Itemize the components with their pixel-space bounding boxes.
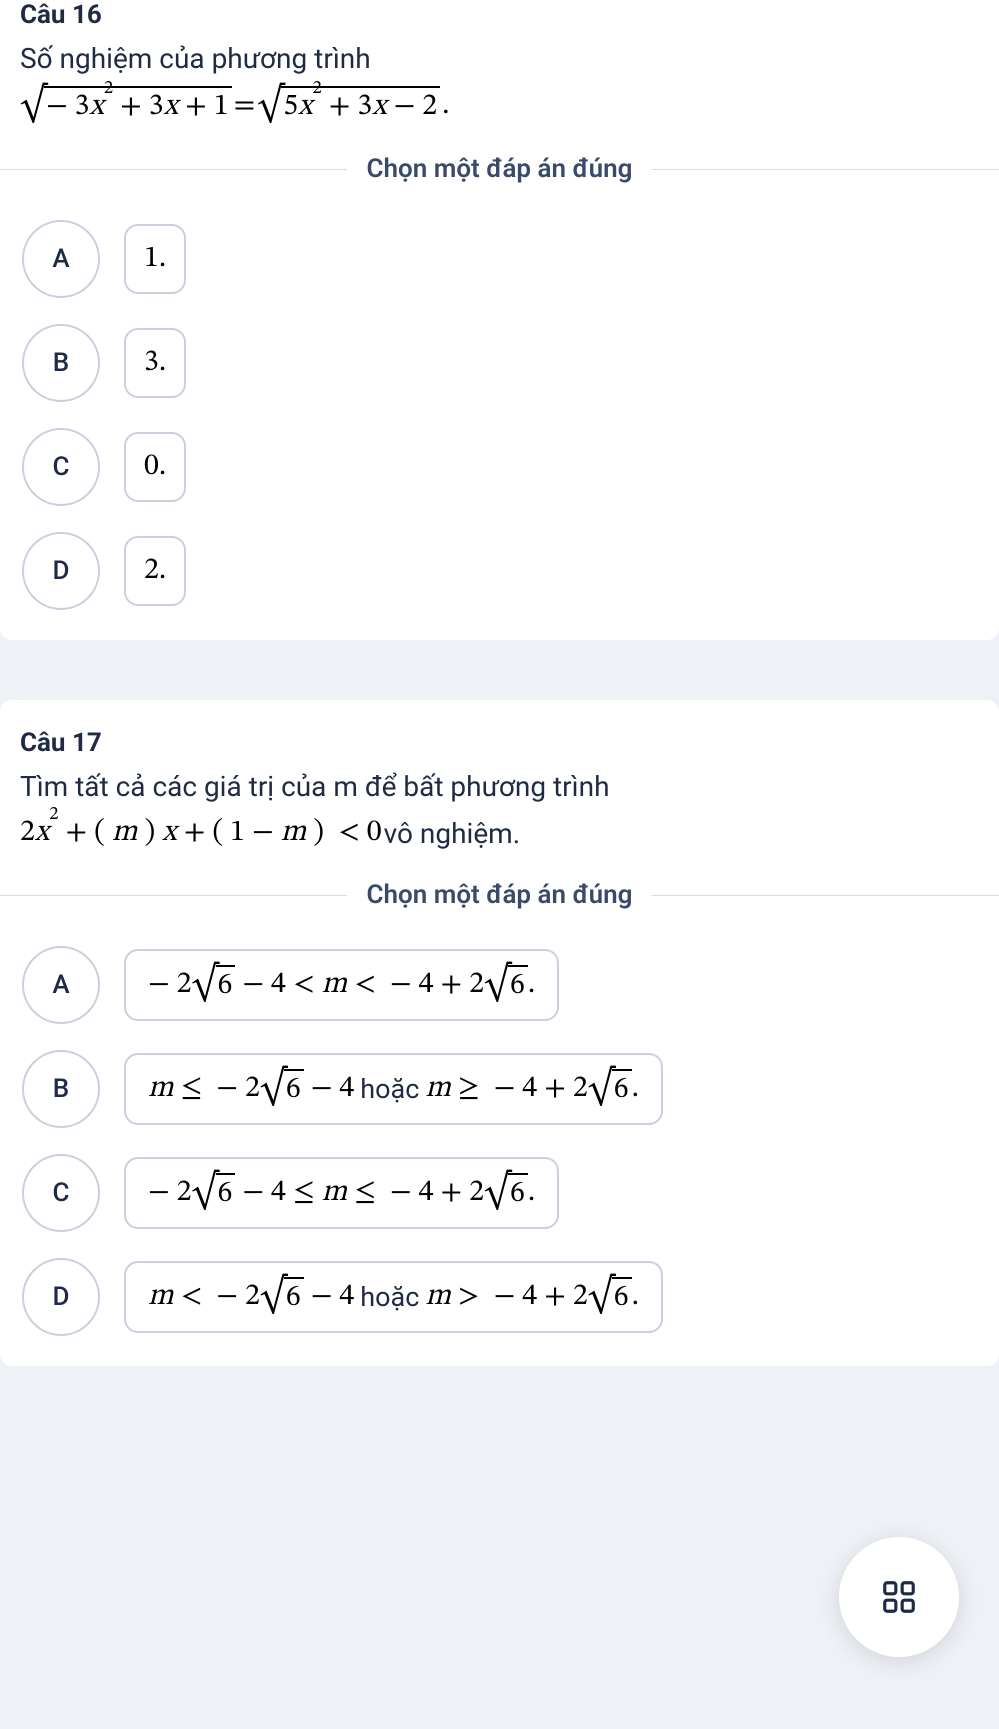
opt-mid2: m ≥ − 4 + 2 <box>425 1070 587 1108</box>
opt-mid2: m > − 4 + 2 <box>425 1278 587 1316</box>
sqrt: √6 <box>192 965 236 1005</box>
opt-post: . <box>528 1174 535 1212</box>
opt-pre: m ≤ − 2 <box>148 1070 260 1108</box>
option-letter: B <box>22 324 100 402</box>
radical-icon: √ <box>588 1072 615 1112</box>
hoac-word: hoặc <box>354 1281 425 1313</box>
option-letter: D <box>22 532 100 610</box>
opt-pre: − 2 <box>148 1174 192 1212</box>
divider-label: Chọn một đáp án đúng <box>347 154 653 184</box>
opt-pre: − 2 <box>148 966 192 1004</box>
option-value: 2. <box>124 536 186 606</box>
options-list: A − 2 √6 − 4 < m < − 4 + 2 √6 . B m ≤ − … <box>20 946 979 1336</box>
radical-icon: √ <box>260 1280 287 1320</box>
radical-icon: √ <box>257 89 284 129</box>
opt-mid: − 4 < m < − 4 + 2 <box>235 966 484 1004</box>
option-letter: D <box>22 1258 100 1336</box>
option-c[interactable]: C 0. <box>22 428 979 506</box>
radical-icon: √ <box>484 1176 511 1216</box>
radicand-lhs: − 3x2 + 3x + 1 <box>44 86 232 126</box>
option-c[interactable]: C − 2 √6 − 4 ≤ m ≤ − 4 + 2 √6 . <box>22 1154 979 1232</box>
option-value: 1. <box>124 224 186 294</box>
options-list: A 1. B 3. C 0. D 2. <box>20 220 979 610</box>
option-a[interactable]: A − 2 √6 − 4 < m < − 4 + 2 √6 . <box>22 946 979 1024</box>
option-value: 3. <box>124 328 186 398</box>
opt-post: . <box>528 966 535 1004</box>
radical-icon: √ <box>192 968 219 1008</box>
sqrt: √6 <box>192 1173 236 1213</box>
divider-label: Chọn một đáp án đúng <box>347 880 653 910</box>
option-letter: A <box>22 220 100 298</box>
divider-line <box>652 169 999 170</box>
hoac-word: hoặc <box>354 1073 425 1105</box>
equation-body: 2x2 + ( m ) x + ( 1 − m ) < 0 <box>20 814 382 852</box>
option-value: m ≤ − 2 √6 − 4 hoặc m ≥ − 4 + 2 √6 . <box>124 1053 663 1125</box>
question-text: Tìm tất cả các giá trị của m để bất phươ… <box>20 766 979 808</box>
opt-post: . <box>632 1278 639 1316</box>
divider: Chọn một đáp án đúng <box>0 880 999 910</box>
option-value: − 2 √6 − 4 < m < − 4 + 2 √6 . <box>124 949 559 1021</box>
question-number: Câu 16 <box>20 0 979 30</box>
opt-pre: m < − 2 <box>148 1278 260 1316</box>
question-equation: √ − 3x2 + 3x + 1 = √ 5x2 + 3x − 2 . <box>20 86 979 126</box>
equals: = <box>234 87 256 125</box>
divider-line <box>0 895 347 896</box>
equation-tail: . <box>442 87 449 125</box>
option-letter: C <box>22 1154 100 1232</box>
option-b[interactable]: B m ≤ − 2 √6 − 4 hoặc m ≥ − 4 + 2 √6 . <box>22 1050 979 1128</box>
option-d[interactable]: D m < − 2 √6 − 4 hoặc m > − 4 + 2 √6 . <box>22 1258 979 1336</box>
sqrt: √6 <box>588 1277 632 1317</box>
opt-mid: − 4 <box>304 1278 355 1316</box>
question-16-card: Câu 16 Số nghiệm của phương trình √ − 3x… <box>0 0 999 640</box>
question-text: Số nghiệm của phương trình <box>20 38 979 80</box>
option-value: m < − 2 √6 − 4 hoặc m > − 4 + 2 √6 . <box>124 1261 663 1333</box>
sqrt: √6 <box>588 1069 632 1109</box>
question-equation: 2x2 + ( m ) x + ( 1 − m ) < 0 vô nghiệm. <box>20 814 979 852</box>
radical-icon: √ <box>588 1280 615 1320</box>
radical-icon: √ <box>484 968 511 1008</box>
option-a[interactable]: A 1. <box>22 220 979 298</box>
grid-icon <box>880 1578 918 1616</box>
divider-line <box>652 895 999 896</box>
divider: Chọn một đáp án đúng <box>0 154 999 184</box>
sqrt: √6 <box>260 1069 304 1109</box>
radical-icon: √ <box>20 89 47 129</box>
sqrt: √6 <box>484 1173 528 1213</box>
equation-tail: vô nghiệm. <box>384 817 520 850</box>
option-value: − 2 √6 − 4 ≤ m ≤ − 4 + 2 √6 . <box>124 1157 559 1229</box>
sqrt: √6 <box>260 1277 304 1317</box>
opt-mid: − 4 <box>304 1070 355 1108</box>
opt-post: . <box>632 1070 639 1108</box>
option-letter: C <box>22 428 100 506</box>
sqrt: √6 <box>484 965 528 1005</box>
option-value: 0. <box>124 432 186 502</box>
option-letter: A <box>22 946 100 1024</box>
opt-mid: − 4 ≤ m ≤ − 4 + 2 <box>235 1174 484 1212</box>
radicand-rhs: 5x2 + 3x − 2 <box>281 86 440 126</box>
question-number: Câu 17 <box>20 728 979 758</box>
grid-menu-button[interactable] <box>839 1537 959 1657</box>
divider-line <box>0 169 347 170</box>
sqrt-rhs: √ 5x2 + 3x − 2 <box>257 86 440 126</box>
radical-icon: √ <box>260 1072 287 1112</box>
option-letter: B <box>22 1050 100 1128</box>
radical-icon: √ <box>192 1176 219 1216</box>
sqrt-lhs: √ − 3x2 + 3x + 1 <box>20 86 232 126</box>
option-b[interactable]: B 3. <box>22 324 979 402</box>
option-d[interactable]: D 2. <box>22 532 979 610</box>
question-17-card: Câu 17 Tìm tất cả các giá trị của m để b… <box>0 700 999 1366</box>
